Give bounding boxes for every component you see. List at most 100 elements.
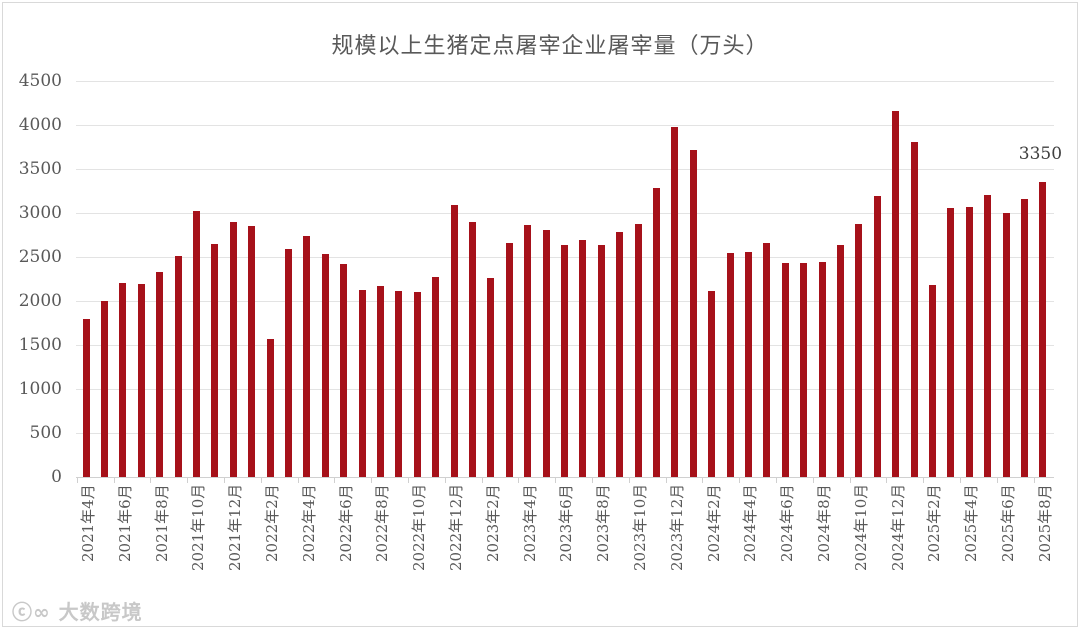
x-tick-label: 2025年2月 bbox=[925, 484, 944, 562]
bar bbox=[450, 205, 458, 477]
x-tick bbox=[776, 477, 777, 483]
x-tick-label: 2024年12月 bbox=[888, 484, 907, 572]
x-tick-label: 2023年2月 bbox=[483, 484, 502, 562]
x-tick bbox=[812, 477, 814, 483]
bar bbox=[1039, 182, 1047, 477]
gridline bbox=[76, 169, 1054, 170]
y-tick-label: 3500 bbox=[18, 159, 62, 179]
x-tick bbox=[886, 477, 888, 483]
bar bbox=[892, 110, 900, 477]
x-tick-label: 2022年6月 bbox=[336, 484, 355, 562]
bar bbox=[984, 194, 992, 477]
y-tick-label: 2500 bbox=[18, 247, 62, 267]
y-tick-label: 2000 bbox=[18, 291, 62, 311]
data-label: 3350 bbox=[1018, 144, 1063, 165]
y-tick-label: 0 bbox=[51, 467, 62, 487]
x-tick bbox=[849, 477, 851, 483]
x-tick-label: 2021年12月 bbox=[226, 484, 245, 572]
bar bbox=[174, 256, 182, 477]
x-axis-line bbox=[76, 477, 1054, 478]
x-tick-label: 2021年4月 bbox=[79, 484, 97, 562]
bar bbox=[910, 141, 918, 477]
bar bbox=[82, 318, 90, 477]
bar bbox=[634, 224, 642, 477]
bar bbox=[119, 283, 127, 477]
x-tick bbox=[481, 477, 483, 483]
watermark: ⓒ∞ 大数跨境 bbox=[12, 600, 143, 624]
x-tick-label: 2022年4月 bbox=[299, 484, 318, 562]
x-tick-label: 2022年12月 bbox=[447, 484, 465, 572]
bar bbox=[781, 263, 789, 477]
bar bbox=[229, 221, 237, 477]
x-tick bbox=[371, 477, 373, 483]
y-tick-label: 4500 bbox=[18, 71, 62, 91]
bar bbox=[579, 240, 587, 477]
bar bbox=[137, 284, 145, 477]
y-tick-label: 500 bbox=[29, 423, 62, 443]
bar bbox=[303, 235, 311, 477]
x-tick-label: 2023年8月 bbox=[594, 484, 613, 562]
bar bbox=[836, 244, 844, 477]
bar bbox=[800, 263, 808, 477]
bar bbox=[192, 211, 200, 477]
gridline bbox=[76, 81, 1054, 82]
watermark-logo-icon: ⓒ∞ bbox=[12, 600, 59, 624]
x-tick bbox=[665, 477, 667, 483]
x-tick bbox=[996, 477, 998, 483]
bar bbox=[818, 262, 826, 477]
chart-title: 规模以上生猪定点屠宰企业屠宰量（万头） bbox=[331, 34, 769, 59]
x-tick bbox=[187, 477, 189, 483]
x-tick bbox=[297, 477, 299, 483]
x-tick bbox=[702, 477, 704, 483]
bar bbox=[1020, 198, 1028, 477]
bar bbox=[726, 253, 734, 477]
bar bbox=[560, 244, 568, 477]
x-tick-label: 2023年10月 bbox=[631, 484, 649, 572]
gridline bbox=[76, 213, 1054, 214]
bar bbox=[468, 221, 476, 477]
bar bbox=[321, 254, 329, 477]
x-tick bbox=[408, 477, 409, 483]
x-tick bbox=[923, 477, 925, 483]
bar bbox=[763, 242, 771, 477]
x-tick bbox=[334, 477, 336, 483]
bar bbox=[855, 223, 863, 477]
bar bbox=[689, 149, 697, 477]
bar bbox=[340, 264, 348, 477]
x-tick bbox=[1033, 477, 1035, 483]
x-tick-label: 2023年6月 bbox=[557, 484, 576, 562]
bar bbox=[652, 188, 660, 477]
x-tick bbox=[555, 477, 557, 483]
x-tick bbox=[224, 477, 225, 483]
bar bbox=[211, 243, 219, 477]
x-tick bbox=[592, 477, 593, 483]
x-tick bbox=[518, 477, 520, 483]
bar bbox=[248, 226, 256, 477]
bar bbox=[395, 291, 403, 477]
x-tick-label: 2023年12月 bbox=[667, 484, 686, 572]
x-tick bbox=[76, 477, 78, 483]
bar bbox=[965, 206, 973, 477]
y-tick-label: 4000 bbox=[18, 115, 62, 135]
bar bbox=[597, 244, 605, 477]
bar bbox=[744, 251, 752, 477]
x-tick-label: 2024年2月 bbox=[704, 484, 723, 562]
x-tick bbox=[150, 477, 152, 483]
bar bbox=[266, 338, 274, 477]
bar bbox=[505, 242, 513, 477]
x-tick-label: 2023年4月 bbox=[520, 484, 539, 562]
bar bbox=[928, 285, 936, 477]
x-tick-label: 2025年6月 bbox=[999, 484, 1017, 562]
x-tick-label: 2025年4月 bbox=[962, 484, 981, 562]
y-tick-label: 3000 bbox=[18, 203, 62, 223]
bar bbox=[524, 225, 532, 477]
x-tick-label: 2022年2月 bbox=[263, 484, 281, 562]
y-tick-label: 1000 bbox=[18, 379, 62, 399]
x-tick bbox=[444, 477, 446, 483]
x-tick-label: 2021年6月 bbox=[115, 484, 134, 562]
x-tick bbox=[628, 477, 630, 483]
y-tick-label: 1500 bbox=[18, 335, 62, 355]
x-tick bbox=[960, 477, 961, 483]
x-tick bbox=[260, 477, 262, 483]
x-tick-label: 2022年8月 bbox=[373, 484, 392, 562]
